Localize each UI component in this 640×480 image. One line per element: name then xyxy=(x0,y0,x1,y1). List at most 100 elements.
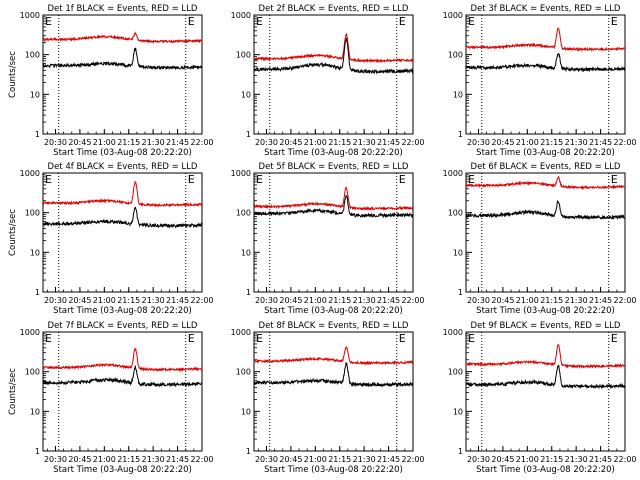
y-tick-label: 1 xyxy=(458,130,463,139)
x-tick-label: 21:15 xyxy=(117,296,140,305)
x-tick-label: 20:30 xyxy=(467,138,490,147)
x-tick-label: 21:00 xyxy=(516,296,539,305)
x-tick-label: 21:45 xyxy=(166,455,189,464)
x-tick-label: 21:45 xyxy=(377,296,400,305)
x-tick-label: 21:15 xyxy=(328,455,351,464)
x-axis-label: Start Time (03-Aug-08 20:22:20) xyxy=(53,465,192,475)
x-tick-label: 22:00 xyxy=(190,455,213,464)
y-tick-label: 1000 xyxy=(443,11,463,20)
x-tick-label: 21:00 xyxy=(304,138,327,147)
flag-label-left: E xyxy=(468,332,475,345)
y-tick-label: 1000 xyxy=(20,169,40,178)
x-tick-label: 21:15 xyxy=(328,138,351,147)
y-tick-label: 1 xyxy=(246,130,251,139)
y-tick-label: 1 xyxy=(458,288,463,297)
y-tick-label: 10 xyxy=(30,407,40,416)
y-tick-label: 1 xyxy=(458,447,463,456)
panel-title: Det 4f BLACK = Events, RED = LLD xyxy=(48,162,198,172)
flag-label-left: E xyxy=(468,173,475,186)
x-tick-label: 21:30 xyxy=(353,138,376,147)
x-tick-label: 21:00 xyxy=(93,296,116,305)
y-tick-label: 100 xyxy=(25,51,40,60)
y-tick-label: 10 xyxy=(453,90,463,99)
x-tick-label: 20:45 xyxy=(491,296,514,305)
panel-title: Det 8f BLACK = Events, RED = LLD xyxy=(259,321,409,331)
x-tick-label: 20:30 xyxy=(467,296,490,305)
y-tick-label: 1000 xyxy=(443,169,463,178)
flag-label-right: E xyxy=(188,15,195,28)
y-tick-label: 1 xyxy=(35,447,40,456)
plot-frame xyxy=(42,331,203,452)
x-tick-label: 22:00 xyxy=(190,296,213,305)
series-red-lld xyxy=(465,27,626,53)
y-tick-label: 1 xyxy=(35,288,40,297)
x-tick-label: 21:45 xyxy=(589,296,612,305)
x-tick-label: 21:15 xyxy=(540,455,563,464)
plot-frame xyxy=(465,331,626,452)
y-tick-label: 1000 xyxy=(20,328,40,337)
x-tick-label: 21:30 xyxy=(565,296,588,305)
x-tick-label: 20:30 xyxy=(255,296,278,305)
panel-title: Det 3f BLACK = Events, RED = LLD xyxy=(471,4,621,14)
x-axis-label: Start Time (03-Aug-08 20:22:20) xyxy=(264,148,403,158)
y-tick-label: 1000 xyxy=(231,328,251,337)
series-black-events xyxy=(42,365,203,388)
y-tick-label: 100 xyxy=(236,209,251,218)
x-tick-label: 20:45 xyxy=(68,296,91,305)
y-axis-label: Counts/sec xyxy=(8,51,18,98)
x-tick-label: 20:45 xyxy=(279,455,302,464)
x-tick-label: 21:15 xyxy=(117,455,140,464)
flag-label-right: E xyxy=(188,332,195,345)
y-tick-label: 10 xyxy=(241,407,251,416)
x-tick-label: 21:00 xyxy=(516,138,539,147)
y-tick-label: 1 xyxy=(35,130,40,139)
x-tick-label: 21:15 xyxy=(540,138,563,147)
x-tick-label: 20:45 xyxy=(491,138,514,147)
x-tick-label: 21:45 xyxy=(377,138,400,147)
plot-frame xyxy=(253,14,414,135)
x-tick-label: 20:30 xyxy=(255,138,278,147)
x-tick-label: 21:30 xyxy=(142,455,165,464)
x-tick-label: 21:15 xyxy=(117,138,140,147)
y-tick-label: 100 xyxy=(236,51,251,60)
x-tick-label: 22:00 xyxy=(613,296,636,305)
y-tick-label: 10 xyxy=(30,248,40,257)
y-tick-label: 100 xyxy=(25,368,40,377)
plot-frame xyxy=(465,14,626,135)
series-red-lld xyxy=(42,180,203,208)
x-tick-label: 20:45 xyxy=(68,455,91,464)
x-axis-label: Start Time (03-Aug-08 20:22:20) xyxy=(476,306,615,316)
flag-label-left: E xyxy=(468,15,475,28)
x-tick-label: 20:45 xyxy=(68,138,91,147)
flag-label-right: E xyxy=(611,173,618,186)
x-tick-label: 20:45 xyxy=(279,296,302,305)
x-tick-label: 20:45 xyxy=(491,455,514,464)
x-tick-label: 20:30 xyxy=(44,455,67,464)
series-red-lld xyxy=(253,33,414,64)
y-tick-label: 100 xyxy=(236,368,251,377)
x-tick-label: 22:00 xyxy=(613,138,636,147)
series-black-events xyxy=(253,194,414,219)
series-red-lld xyxy=(465,343,626,369)
plot-frame xyxy=(42,14,203,135)
x-tick-label: 22:00 xyxy=(190,138,213,147)
flag-label-right: E xyxy=(399,15,406,28)
y-tick-label: 100 xyxy=(448,368,463,377)
x-tick-label: 22:00 xyxy=(401,138,424,147)
x-tick-label: 20:45 xyxy=(279,138,302,147)
y-tick-label: 10 xyxy=(30,90,40,99)
panel-title: Det 2f BLACK = Events, RED = LLD xyxy=(259,4,409,14)
y-tick-label: 1000 xyxy=(231,169,251,178)
y-tick-label: 100 xyxy=(448,51,463,60)
y-tick-label: 1 xyxy=(246,288,251,297)
y-axis-label: Counts/sec xyxy=(8,209,18,256)
series-black-events xyxy=(465,53,626,73)
x-tick-label: 22:00 xyxy=(613,455,636,464)
y-tick-label: 10 xyxy=(241,90,251,99)
x-tick-label: 21:30 xyxy=(142,138,165,147)
y-tick-label: 100 xyxy=(448,209,463,218)
